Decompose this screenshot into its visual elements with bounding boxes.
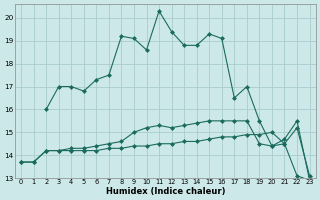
X-axis label: Humidex (Indice chaleur): Humidex (Indice chaleur)	[106, 187, 225, 196]
